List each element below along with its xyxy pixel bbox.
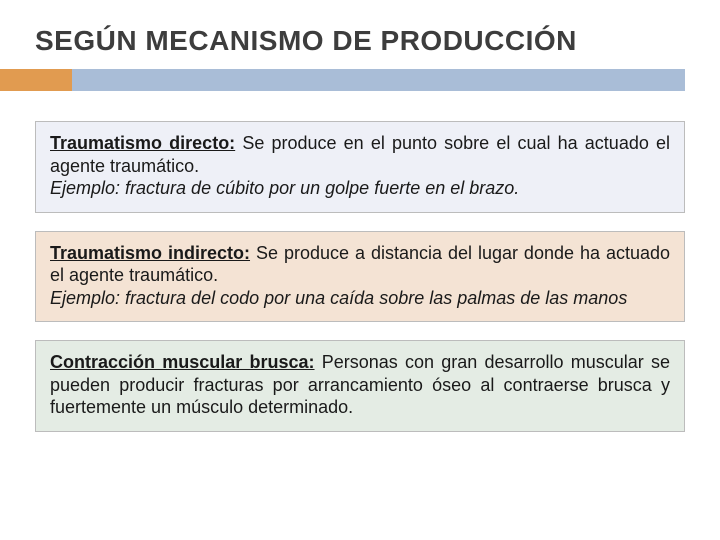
definition-text: Traumatismo indirecto: Se produce a dist… (50, 242, 670, 287)
title-divider (35, 69, 685, 91)
definition-text: Contracción muscular brusca: Personas co… (50, 351, 670, 419)
example-text: Ejemplo: fractura del codo por una caída… (50, 287, 670, 310)
term-label: Contracción muscular brusca: (50, 352, 315, 372)
divider-blue-bar (0, 69, 685, 91)
content-boxes: Traumatismo directo: Se produce en el pu… (35, 121, 685, 432)
definition-box: Traumatismo indirecto: Se produce a dist… (35, 231, 685, 323)
page-title: SEGÚN MECANISMO DE PRODUCCIÓN (35, 25, 685, 57)
slide: SEGÚN MECANISMO DE PRODUCCIÓN Traumatism… (0, 0, 720, 540)
term-label: Traumatismo indirecto: (50, 243, 250, 263)
term-label: Traumatismo directo: (50, 133, 235, 153)
definition-text: Traumatismo directo: Se produce en el pu… (50, 132, 670, 177)
definition-box: Contracción muscular brusca: Personas co… (35, 340, 685, 432)
divider-orange-bar (0, 69, 72, 91)
example-text: Ejemplo: fractura de cúbito por un golpe… (50, 177, 670, 200)
definition-box: Traumatismo directo: Se produce en el pu… (35, 121, 685, 213)
